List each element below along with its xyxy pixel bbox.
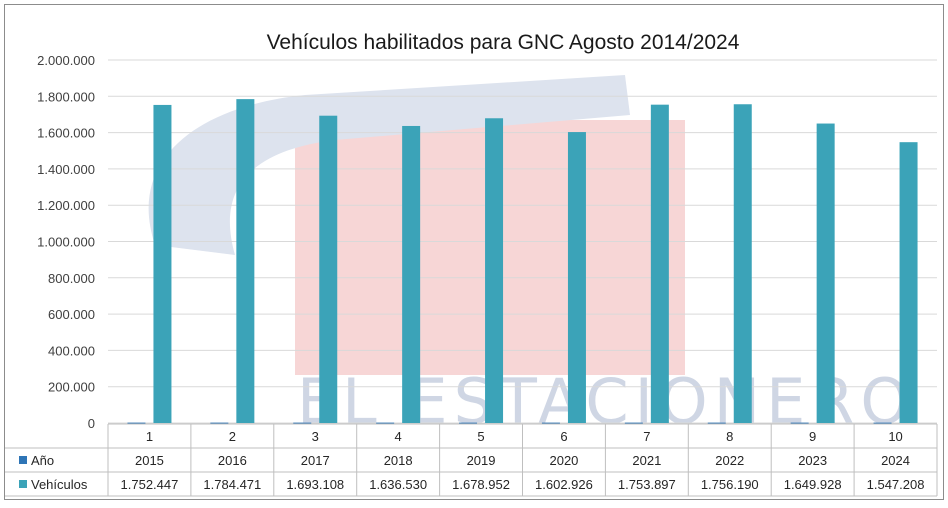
- x-tick-label: 1: [146, 429, 153, 444]
- legend-swatch: [19, 456, 27, 464]
- bar-vehiculos: [153, 104, 172, 423]
- table-cell: 1.636.530: [369, 477, 427, 492]
- x-tick-label: 2: [229, 429, 236, 444]
- table-cell: 1.547.208: [867, 477, 925, 492]
- y-tick-label: 1.000.000: [37, 235, 95, 250]
- y-tick-label: 600.000: [48, 307, 95, 322]
- bar-vehiculos: [319, 115, 338, 423]
- table-cell: 2020: [549, 453, 578, 468]
- legend-swatch: [19, 480, 27, 488]
- y-tick-label: 800.000: [48, 271, 95, 286]
- table-cell: 2024: [881, 453, 910, 468]
- table-cell: 2021: [632, 453, 661, 468]
- x-tick-label: 7: [643, 429, 650, 444]
- table-cell: 1.752.447: [121, 477, 179, 492]
- table-cell: 2016: [218, 453, 247, 468]
- x-tick-label: 3: [312, 429, 319, 444]
- x-tick-label: 5: [477, 429, 484, 444]
- table-cell: 2017: [301, 453, 330, 468]
- bar-vehiculos: [402, 125, 421, 424]
- watermark-logo: EL ESTACIONERO: [148, 75, 915, 438]
- table-cell: 1.678.952: [452, 477, 510, 492]
- bar-ano: [873, 422, 892, 424]
- bar-vehiculos: [816, 123, 835, 423]
- watermark-nozzle-shape: [148, 75, 630, 255]
- y-tick-label: 1.200.000: [37, 198, 95, 213]
- y-tick-label: 400.000: [48, 343, 95, 358]
- bar-ano: [293, 422, 312, 424]
- bar-vehiculos: [733, 104, 752, 423]
- x-tick-label: 8: [726, 429, 733, 444]
- bar-ano: [459, 422, 478, 424]
- table-cell: 1.649.928: [784, 477, 842, 492]
- table-cell: 1.693.108: [286, 477, 344, 492]
- gnc-bar-chart: EL ESTACIONERO Vehículos habilitados par…: [5, 31, 938, 497]
- bar-ano: [376, 422, 395, 424]
- bar-vehiculos: [567, 132, 586, 423]
- bar-ano: [127, 422, 146, 424]
- y-axis-ticks: 0 200.000 400.000 600.000 800.000 1.000.000 1.…: [37, 53, 95, 431]
- chart-title: Vehículos habilitados para GNC Agosto 20…: [267, 31, 740, 54]
- legend-label: Vehículos: [31, 477, 88, 492]
- bar-ano: [707, 422, 726, 424]
- table-cell: 1.602.926: [535, 477, 593, 492]
- bar-vehiculos: [236, 99, 255, 423]
- y-tick-label: 1.400.000: [37, 162, 95, 177]
- bar-vehiculos: [485, 118, 504, 424]
- bars: [127, 99, 918, 424]
- bar-vehiculos: [899, 142, 918, 423]
- table-cell: 2019: [467, 453, 496, 468]
- x-tick-label: 10: [888, 429, 902, 444]
- x-tick-label: 4: [395, 429, 402, 444]
- bar-vehiculos: [650, 104, 669, 423]
- x-tick-label: 9: [809, 429, 816, 444]
- chart-container: EL ESTACIONERO Vehículos habilitados par…: [4, 4, 944, 500]
- x-tick-label: 6: [560, 429, 567, 444]
- y-tick-label: 2.000.000: [37, 53, 95, 68]
- table-cell: 2023: [798, 453, 827, 468]
- table-cell: 1.753.897: [618, 477, 676, 492]
- table-cell: 2022: [715, 453, 744, 468]
- table-cell: 1.784.471: [203, 477, 261, 492]
- y-tick-label: 0: [88, 416, 95, 431]
- y-tick-label: 200.000: [48, 380, 95, 395]
- bar-ano: [624, 422, 643, 424]
- watermark-text: EL ESTACIONERO: [297, 365, 915, 438]
- table-cell: 1.756.190: [701, 477, 759, 492]
- table-cell: 2015: [135, 453, 164, 468]
- y-tick-label: 1.800.000: [37, 89, 95, 104]
- bar-ano: [541, 422, 560, 424]
- data-table: 1 2 3 4 5 6 7 8 9 10 Año 2015 2016 2017 2018 2019 2020 20…: [5, 423, 938, 497]
- y-tick-label: 1.600.000: [37, 126, 95, 141]
- bar-ano: [790, 422, 809, 424]
- bar-ano: [210, 422, 229, 424]
- table-cell: 2018: [384, 453, 413, 468]
- legend-label: Año: [31, 453, 54, 468]
